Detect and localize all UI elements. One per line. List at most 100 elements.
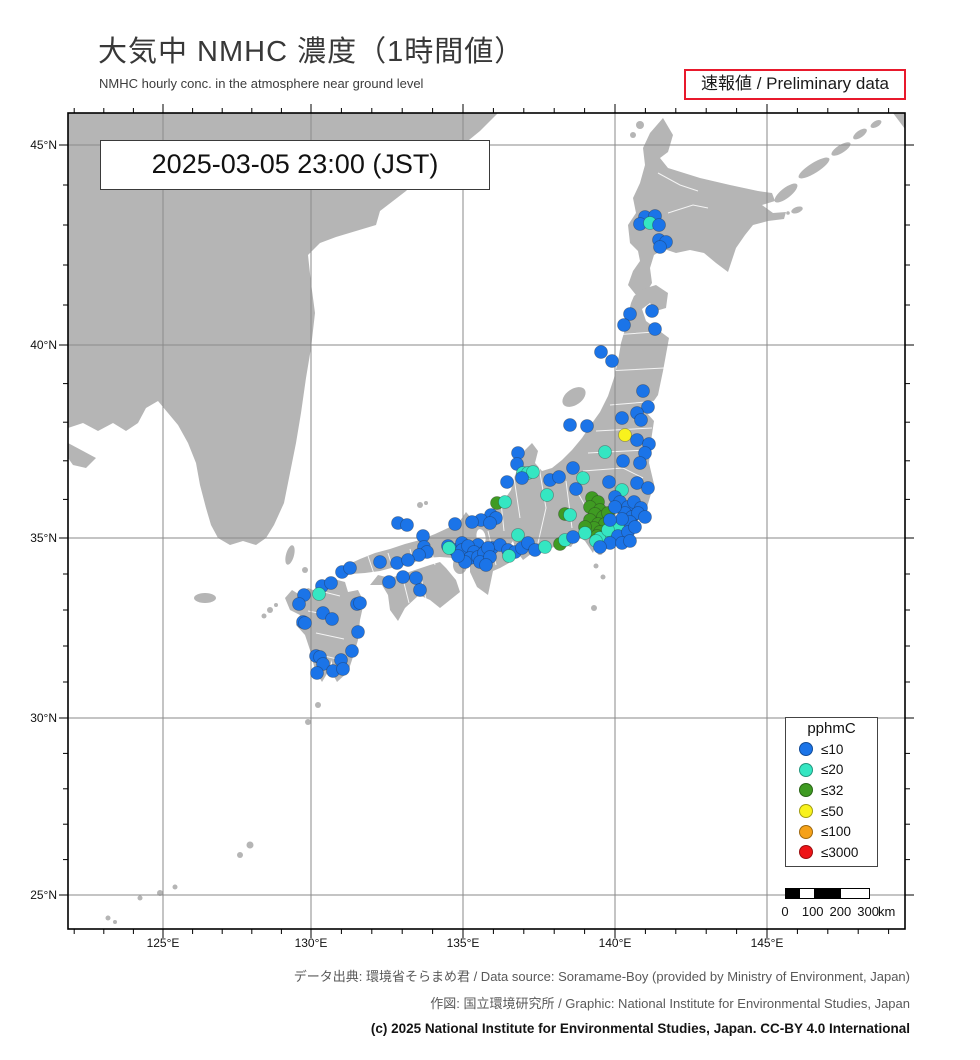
legend-swatch-icon — [799, 845, 813, 860]
station-dot — [608, 500, 622, 514]
station-dot — [633, 456, 647, 470]
japan-map — [59, 104, 914, 938]
station-dot — [594, 345, 608, 359]
legend-label: ≤50 — [821, 803, 844, 819]
legend-row: ≤20 — [786, 760, 877, 781]
station-dot — [636, 384, 650, 398]
station-dot — [396, 570, 410, 584]
station-dot — [645, 304, 659, 318]
station-dot — [623, 534, 637, 548]
legend-label: ≤3000 — [821, 844, 859, 860]
page-title: 大気中 NMHC 濃度（1時間値） — [98, 36, 525, 68]
legend-swatch-icon — [799, 742, 813, 757]
station-dot — [400, 518, 414, 532]
legend-row: ≤3000 — [786, 842, 877, 863]
station-dot — [324, 576, 338, 590]
station-dot — [451, 549, 465, 563]
station-dot — [353, 596, 367, 610]
lon-axis-label: 135°E — [446, 936, 480, 950]
station-dot — [540, 488, 554, 502]
legend-row: ≤100 — [786, 821, 877, 842]
station-dot — [563, 418, 577, 432]
station-dot — [409, 571, 423, 585]
lon-axis-label: 125°E — [146, 936, 180, 950]
timestamp-box: 2025-03-05 23:00 (JST) — [100, 140, 490, 190]
station-dot — [479, 558, 493, 572]
station-dot — [325, 612, 339, 626]
station-dot — [498, 495, 512, 509]
land-hokkaido — [628, 118, 786, 295]
station-dot — [648, 322, 662, 336]
station-dot — [641, 481, 655, 495]
station-dot — [615, 411, 629, 425]
station-dot — [598, 445, 612, 459]
scalebar-label: 100 — [801, 904, 824, 919]
station-dot — [526, 465, 540, 479]
station-dot — [623, 307, 637, 321]
station-dot — [652, 218, 666, 232]
station-dot — [552, 470, 566, 484]
preliminary-data-badge: 速報値 / Preliminary data — [684, 69, 906, 100]
lat-axis-label: 25°N — [30, 888, 57, 902]
station-dot — [618, 428, 632, 442]
legend-label: ≤10 — [821, 741, 844, 757]
station-dot — [292, 597, 306, 611]
legend-row: ≤10 — [786, 739, 877, 760]
footer-data-source: データ出典: 環境省そらまめ君 / Data source: Soramame-… — [293, 969, 910, 984]
station-dot — [605, 354, 619, 368]
lat-axis-label: 35°N — [30, 531, 57, 545]
legend-title: pphmC — [807, 720, 856, 737]
station-dot — [566, 530, 580, 544]
legend-swatch-icon — [799, 783, 813, 798]
scalebar-unit: km — [878, 904, 896, 919]
station-dot — [602, 475, 616, 489]
station-dot — [515, 471, 529, 485]
lon-axis-label: 130°E — [294, 936, 328, 950]
station-dot — [653, 240, 667, 254]
legend-row: ≤32 — [786, 780, 877, 801]
station-dot — [373, 555, 387, 569]
station-dot — [593, 540, 607, 554]
station-dot — [298, 616, 312, 630]
station-dot — [576, 471, 590, 485]
lat-axis-label: 45°N — [30, 138, 57, 152]
scalebar: 0 100 200 300 km — [781, 888, 908, 922]
legend: pphmC ≤10 ≤20 ≤32 ≤50 ≤100 ≤3000 — [785, 717, 878, 867]
page-subtitle: NMHC hourly conc. in the atmosphere near… — [99, 76, 424, 91]
legend-rows: ≤10 ≤20 ≤32 ≤50 ≤100 ≤3000 — [786, 739, 877, 863]
station-dot — [351, 625, 365, 639]
station-dot — [310, 666, 324, 680]
lat-axis-label: 40°N — [30, 338, 57, 352]
station-dot — [312, 587, 326, 601]
station-dot — [500, 475, 514, 489]
station-dot — [638, 510, 652, 524]
land-asian-continent — [68, 113, 498, 545]
station-dot — [630, 476, 644, 490]
small-islands — [105, 120, 882, 924]
scalebar-label: 200 — [829, 904, 852, 919]
axis-ticks-layer — [59, 104, 914, 938]
legend-label: ≤100 — [821, 824, 851, 840]
station-dot — [538, 540, 552, 554]
station-dot — [412, 548, 426, 562]
legend-row: ≤50 — [786, 801, 877, 822]
station-dot — [580, 419, 594, 433]
lon-axis-label: 140°E — [598, 936, 632, 950]
station-dot — [634, 413, 648, 427]
station-dots-layer — [292, 209, 673, 680]
station-dot — [343, 561, 357, 575]
station-dot — [502, 549, 516, 563]
station-dot — [603, 513, 617, 527]
station-dot — [511, 528, 525, 542]
station-dot — [641, 400, 655, 414]
legend-swatch-icon — [799, 824, 813, 839]
legend-label: ≤32 — [821, 782, 844, 798]
station-dot — [617, 318, 631, 332]
station-dot — [615, 512, 629, 526]
station-dot — [578, 526, 592, 540]
station-dot — [448, 517, 462, 531]
station-dot — [566, 461, 580, 475]
station-dot — [616, 454, 630, 468]
station-dot — [483, 516, 497, 530]
